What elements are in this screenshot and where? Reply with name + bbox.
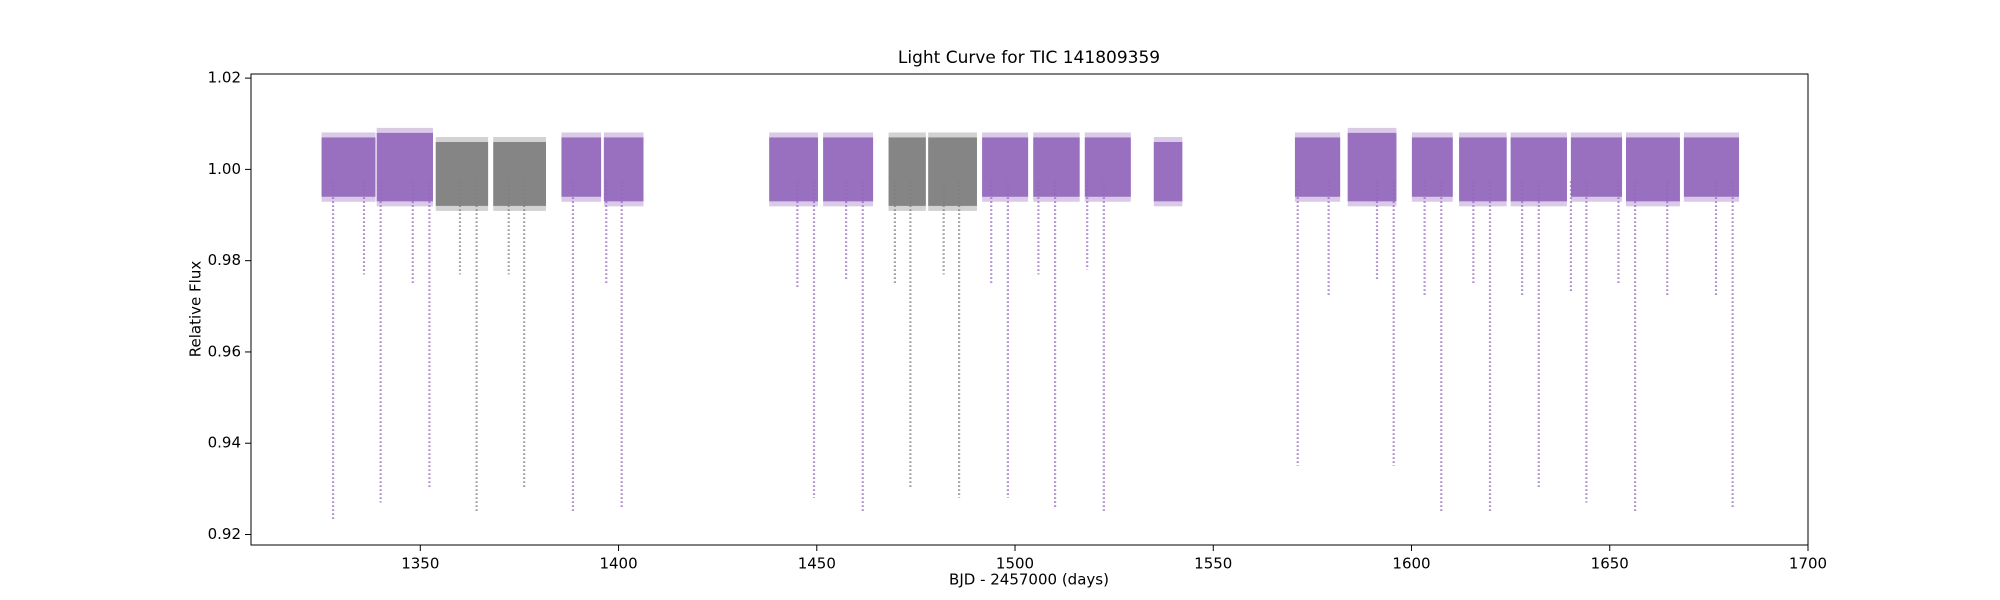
y-tick-label: 1.02 [208, 69, 241, 87]
flux-band-halo [1411, 132, 1453, 202]
flux-band-halo [603, 132, 644, 207]
flux-band-halo [376, 127, 433, 207]
flux-band-halo [1459, 132, 1507, 207]
flux-band-halo [1510, 132, 1567, 207]
flux-band-halo [888, 132, 926, 211]
chart-title: Light Curve for TIC 141809359 [898, 48, 1160, 68]
flux-band [1153, 142, 1183, 202]
flux-band [769, 137, 818, 202]
flux-band [1570, 137, 1623, 197]
flux-band-halo [1347, 127, 1397, 207]
y-tick-label: 0.98 [208, 251, 241, 269]
x-tick-label: 1400 [599, 555, 637, 573]
flux-band [1411, 137, 1453, 197]
x-tick-label: 1650 [1591, 555, 1629, 573]
flux-band-halo [1683, 132, 1740, 202]
flux-band [823, 137, 874, 202]
flux-band-halo [321, 132, 376, 202]
x-axis-label: BJD - 2457000 (days) [949, 571, 1109, 589]
y-tick-label: 0.96 [208, 342, 241, 360]
flux-band [493, 142, 546, 206]
flux-band [1084, 137, 1131, 197]
flux-band-halo [1626, 132, 1680, 207]
y-tick-label: 0.92 [208, 525, 241, 543]
y-tick-label: 0.94 [208, 434, 241, 452]
flux-band-halo [1084, 132, 1131, 202]
x-tick-label: 1700 [1789, 555, 1827, 573]
flux-band [376, 132, 433, 202]
flux-band [321, 137, 376, 197]
flux-band-halo [1570, 132, 1623, 202]
flux-band [1459, 137, 1507, 202]
x-tick-label: 1450 [798, 555, 836, 573]
flux-band-halo [435, 137, 489, 211]
y-tick-label: 1.00 [208, 160, 241, 178]
flux-band-halo [769, 132, 818, 207]
x-tick-label: 1600 [1392, 555, 1430, 573]
flux-band [435, 142, 489, 206]
flux-band [1347, 132, 1397, 202]
flux-band [1033, 137, 1080, 197]
flux-band [1294, 137, 1341, 197]
flux-band-halo [1294, 132, 1341, 202]
x-tick-label: 1550 [1194, 555, 1232, 573]
x-tick-label: 1500 [996, 555, 1034, 573]
flux-band-halo [1153, 137, 1183, 207]
x-tick-label: 1350 [401, 555, 439, 573]
flux-band [1683, 137, 1740, 197]
plot-frame [250, 73, 1809, 546]
y-axis-label: Relative Flux [187, 261, 205, 358]
flux-band [603, 137, 644, 202]
flux-band-halo [493, 137, 546, 211]
flux-band [928, 137, 977, 206]
flux-band [982, 137, 1029, 197]
flux-band-halo [561, 132, 602, 202]
flux-band [561, 137, 602, 197]
flux-band-halo [823, 132, 874, 207]
flux-band-halo [982, 132, 1029, 202]
flux-band-halo [928, 132, 977, 211]
flux-band-halo [1033, 132, 1080, 202]
